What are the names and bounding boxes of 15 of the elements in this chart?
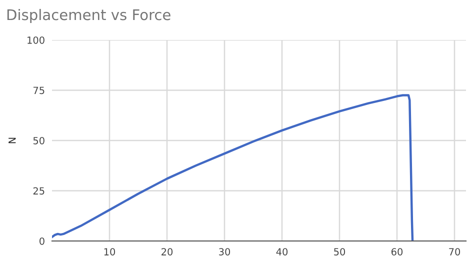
x-tick-label: 40 xyxy=(276,248,288,256)
y-tick-label: 25 xyxy=(33,187,44,195)
x-tick-label: 30 xyxy=(219,248,230,256)
x-tick-label: 10 xyxy=(104,248,116,256)
y-tick-label: 75 xyxy=(33,86,44,94)
y-axis-title: N xyxy=(8,138,16,144)
x-tick-label: 60 xyxy=(391,248,403,256)
y-tick-label: 0 xyxy=(40,237,44,245)
line-series xyxy=(52,94,414,241)
y-tick-label: 100 xyxy=(28,36,44,44)
y-tick-label: 50 xyxy=(33,136,44,144)
x-tick-label: 50 xyxy=(334,248,346,256)
x-tick-label: 20 xyxy=(162,248,173,256)
chart-title: Displacement vs Force xyxy=(7,8,170,24)
x-tick-label: 70 xyxy=(449,248,460,256)
